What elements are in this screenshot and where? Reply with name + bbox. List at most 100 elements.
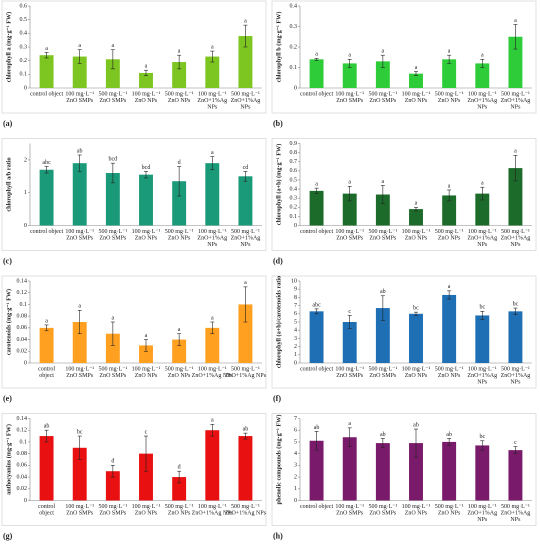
bar: [508, 168, 523, 226]
x-tick-label: NPs: [510, 379, 521, 385]
x-tick-label: ZnO NPs: [135, 235, 158, 241]
bar: [139, 345, 153, 363]
bar: [172, 181, 187, 226]
x-tick-label: NPs: [240, 242, 251, 248]
x-tick-label: ZnO NPs: [438, 235, 461, 241]
y-axis-label: chlorophyll a/b ratio: [5, 157, 12, 211]
x-tick-label: ZnO+1%Ag: [197, 235, 227, 241]
bar: [508, 450, 523, 501]
x-tick-label: 100 mg·L⁻¹: [198, 229, 227, 235]
panel-label: (e): [3, 394, 12, 403]
panel-frame: [271, 138, 537, 251]
bar: [139, 174, 153, 226]
y-tick-label: 0.9: [290, 141, 298, 147]
y-tick-label: 0.5: [290, 177, 298, 183]
x-tick-label: 500 mg·L⁻¹: [98, 229, 127, 235]
x-tick-label: ZnO SMPs: [66, 510, 94, 516]
panel: 0 1 2 3 4 5 6 7 phenolic compounds (mg·g⁻¹ FW) co…: [271, 413, 537, 540]
x-tick-label: 500 mg·L⁻¹: [501, 366, 530, 372]
x-tick-label: 500 mg·L⁻¹: [165, 91, 194, 97]
x-tick-label: 500 mg·L⁻¹: [501, 91, 530, 97]
x-tick-label: NPs: [477, 104, 488, 110]
y-tick-label: 0.04: [17, 474, 28, 480]
bar: [475, 445, 490, 501]
significance-letter: d: [111, 459, 114, 465]
significance-letter: bc: [479, 434, 485, 440]
y-tick-label: 0.2: [20, 58, 28, 64]
x-tick-label: ZnO NPs: [405, 98, 428, 104]
x-tick-label: ZnO SMPs: [369, 510, 397, 516]
significance-letter: c: [514, 440, 517, 446]
x-tick-label: ZnO NPs: [405, 510, 428, 516]
y-tick-label: 0.4: [290, 186, 298, 192]
bar: [39, 169, 54, 226]
x-tick-label: 100 mg·L⁻¹: [402, 229, 431, 235]
y-tick-label: 4: [294, 451, 297, 457]
x-tick-label: 500 mg·L⁻¹: [368, 504, 397, 510]
x-tick-label: ZnO+1%Ag: [501, 373, 531, 379]
panel-label: (f): [273, 394, 281, 403]
x-tick-label: 500 mg·L⁻¹: [501, 229, 530, 235]
significance-letter: ab: [44, 424, 50, 430]
significance-letter: bc: [413, 306, 419, 312]
y-tick-label: 7: [294, 303, 297, 309]
y-tick-label: 0.12: [17, 428, 28, 434]
x-tick-label: 500 mg·L⁻¹: [231, 91, 260, 97]
bar: [508, 311, 523, 363]
significance-letter: bc: [77, 429, 83, 435]
y-tick-label: 0: [24, 360, 27, 366]
x-tick-label: 100 mg·L⁻¹: [468, 91, 497, 97]
x-tick-label: NPs: [477, 517, 488, 523]
y-tick-label: 6: [294, 311, 297, 317]
significance-letter: a: [514, 149, 517, 155]
bar: [105, 471, 120, 501]
x-tick-label: 100 mg·L⁻¹: [335, 229, 364, 235]
panel: 0 0.1 0.2 0.3 0.4 chlorophyll b (mg·g⁻¹ FW) co…: [271, 0, 537, 128]
y-tick-label: 0.2: [290, 44, 298, 50]
y-tick-label: 6: [294, 428, 297, 434]
x-tick-label: ZnO NPs: [438, 510, 461, 516]
significance-letter: a: [45, 318, 48, 324]
significance-letter: c: [145, 429, 148, 435]
x-tick-label: 100 mg·L⁻¹: [402, 91, 431, 97]
y-tick-label: 1: [294, 486, 297, 492]
x-tick-label: ZnO+1%Ag NPs: [225, 510, 267, 516]
bar: [342, 437, 357, 501]
y-tick-label: 0.02: [17, 486, 28, 492]
y-tick-label: 0.1: [290, 65, 298, 71]
bar: [238, 176, 253, 226]
y-tick-label: 0.14: [17, 416, 28, 422]
x-tick-label: ZnO SMPs: [336, 235, 364, 241]
significance-letter: a: [382, 49, 385, 55]
significance-letter: a: [415, 201, 418, 207]
bar: [342, 322, 357, 363]
panel-label: (d): [273, 256, 283, 265]
x-tick-label: ZnO SMPs: [336, 373, 364, 379]
y-tick-label: 0.5: [20, 17, 28, 23]
x-tick-label: ZnO+1%Ag: [197, 98, 227, 104]
x-tick-label: ZnO SMPs: [336, 98, 364, 104]
x-tick-label: ZnO SMPs: [66, 373, 94, 379]
bar: [205, 163, 220, 226]
y-tick-label: 8: [294, 295, 297, 301]
bar: [309, 59, 324, 88]
bar: [172, 477, 187, 501]
x-tick-label: 100 mg·L⁻¹: [198, 366, 227, 372]
x-tick-label: NPs: [477, 379, 488, 385]
x-tick-label: NPs: [510, 242, 521, 248]
significance-letter: a: [178, 49, 181, 55]
y-axis-label: chlorophyll a (mg·g⁻¹ FW): [5, 12, 12, 83]
significance-letter: a: [382, 179, 385, 185]
panel-frame: [1, 138, 267, 251]
panel-frame: [271, 0, 537, 114]
bar: [72, 322, 87, 363]
significance-letter: a: [78, 304, 81, 310]
x-tick-label: control object: [300, 229, 333, 235]
y-axis-label: phenolic compounds (mg·g⁻¹ FW): [275, 415, 282, 505]
panel: 0 0.02 0.04 0.06 0.08 0.1 0.12 0.14 anthocyanins…: [1, 413, 267, 540]
bar: [205, 327, 220, 363]
y-tick-label: 10: [291, 278, 297, 284]
significance-letter: a: [244, 280, 247, 286]
bar: [442, 294, 457, 363]
bar: [409, 313, 423, 363]
